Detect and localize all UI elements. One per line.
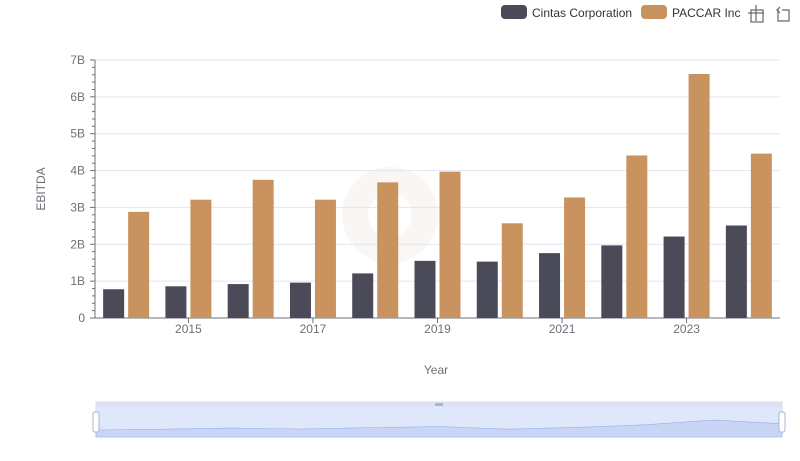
data-zoom-handle-right[interactable] [778, 411, 786, 433]
bar-cintas[interactable] [476, 261, 498, 318]
restore-icon[interactable] [776, 6, 790, 22]
zoom-icon[interactable] [748, 5, 764, 23]
legend-label-cintas: Cintas Corporation [532, 6, 632, 20]
bar-paccar[interactable] [688, 74, 710, 319]
x-tick-label: 2015 [175, 322, 202, 336]
y-axis: 0 1B 2B 3B 4B 5B 6B 7B [70, 53, 96, 325]
y-tick-label: 3B [70, 200, 85, 214]
y-axis-title: EBITDA [34, 167, 48, 210]
bar-paccar[interactable] [190, 199, 212, 318]
bar-cintas[interactable] [227, 284, 249, 318]
y-tick-label: 5B [70, 127, 85, 141]
legend-item-cintas[interactable]: Cintas Corporation [501, 5, 632, 20]
y-tick-label: 7B [70, 53, 85, 67]
data-zoom-preview-area [95, 419, 783, 438]
data-zoom-slider[interactable] [92, 401, 786, 438]
bar-paccar[interactable] [626, 155, 648, 318]
y-tick-label: 2B [70, 237, 85, 251]
x-tick-label: 2021 [549, 322, 576, 336]
x-tick-label: 2023 [673, 322, 700, 336]
legend: Cintas Corporation PACCAR Inc [501, 5, 740, 20]
bar-cintas[interactable] [725, 225, 747, 318]
bar-paccar[interactable] [750, 153, 772, 318]
x-axis-title: Year [424, 363, 448, 377]
data-zoom-handle-left[interactable] [92, 411, 100, 433]
bar-paccar[interactable] [501, 223, 523, 318]
bars [103, 74, 772, 319]
bar-cintas[interactable] [165, 286, 187, 318]
legend-swatch-cintas [501, 5, 527, 19]
bar-cintas[interactable] [601, 245, 623, 318]
legend-label-paccar: PACCAR Inc [672, 6, 740, 20]
x-axis: 2015 2017 2019 2021 2023 [95, 317, 780, 336]
bar-cintas[interactable] [103, 289, 125, 318]
y-tick-label: 4B [70, 164, 85, 178]
bar-cintas[interactable] [289, 282, 311, 318]
x-tick-label: 2019 [424, 322, 451, 336]
bar-paccar[interactable] [252, 179, 274, 318]
bar-cintas[interactable] [539, 253, 561, 318]
bar-paccar[interactable] [128, 211, 150, 318]
x-tick-label: 2017 [300, 322, 327, 336]
bar-paccar[interactable] [314, 199, 336, 318]
bar-paccar[interactable] [439, 171, 461, 318]
bar-cintas[interactable] [352, 273, 374, 318]
y-tick-label: 1B [70, 274, 85, 288]
y-tick-label: 6B [70, 90, 85, 104]
bar-cintas[interactable] [663, 236, 685, 318]
y-tick-label: 0 [78, 311, 85, 325]
bar-paccar[interactable] [377, 182, 399, 318]
bar-cintas[interactable] [414, 260, 436, 318]
legend-swatch-paccar [641, 5, 667, 19]
data-zoom-move-handle[interactable] [435, 403, 443, 406]
legend-item-paccar[interactable]: PACCAR Inc [641, 5, 740, 20]
bar-paccar[interactable] [564, 197, 586, 318]
